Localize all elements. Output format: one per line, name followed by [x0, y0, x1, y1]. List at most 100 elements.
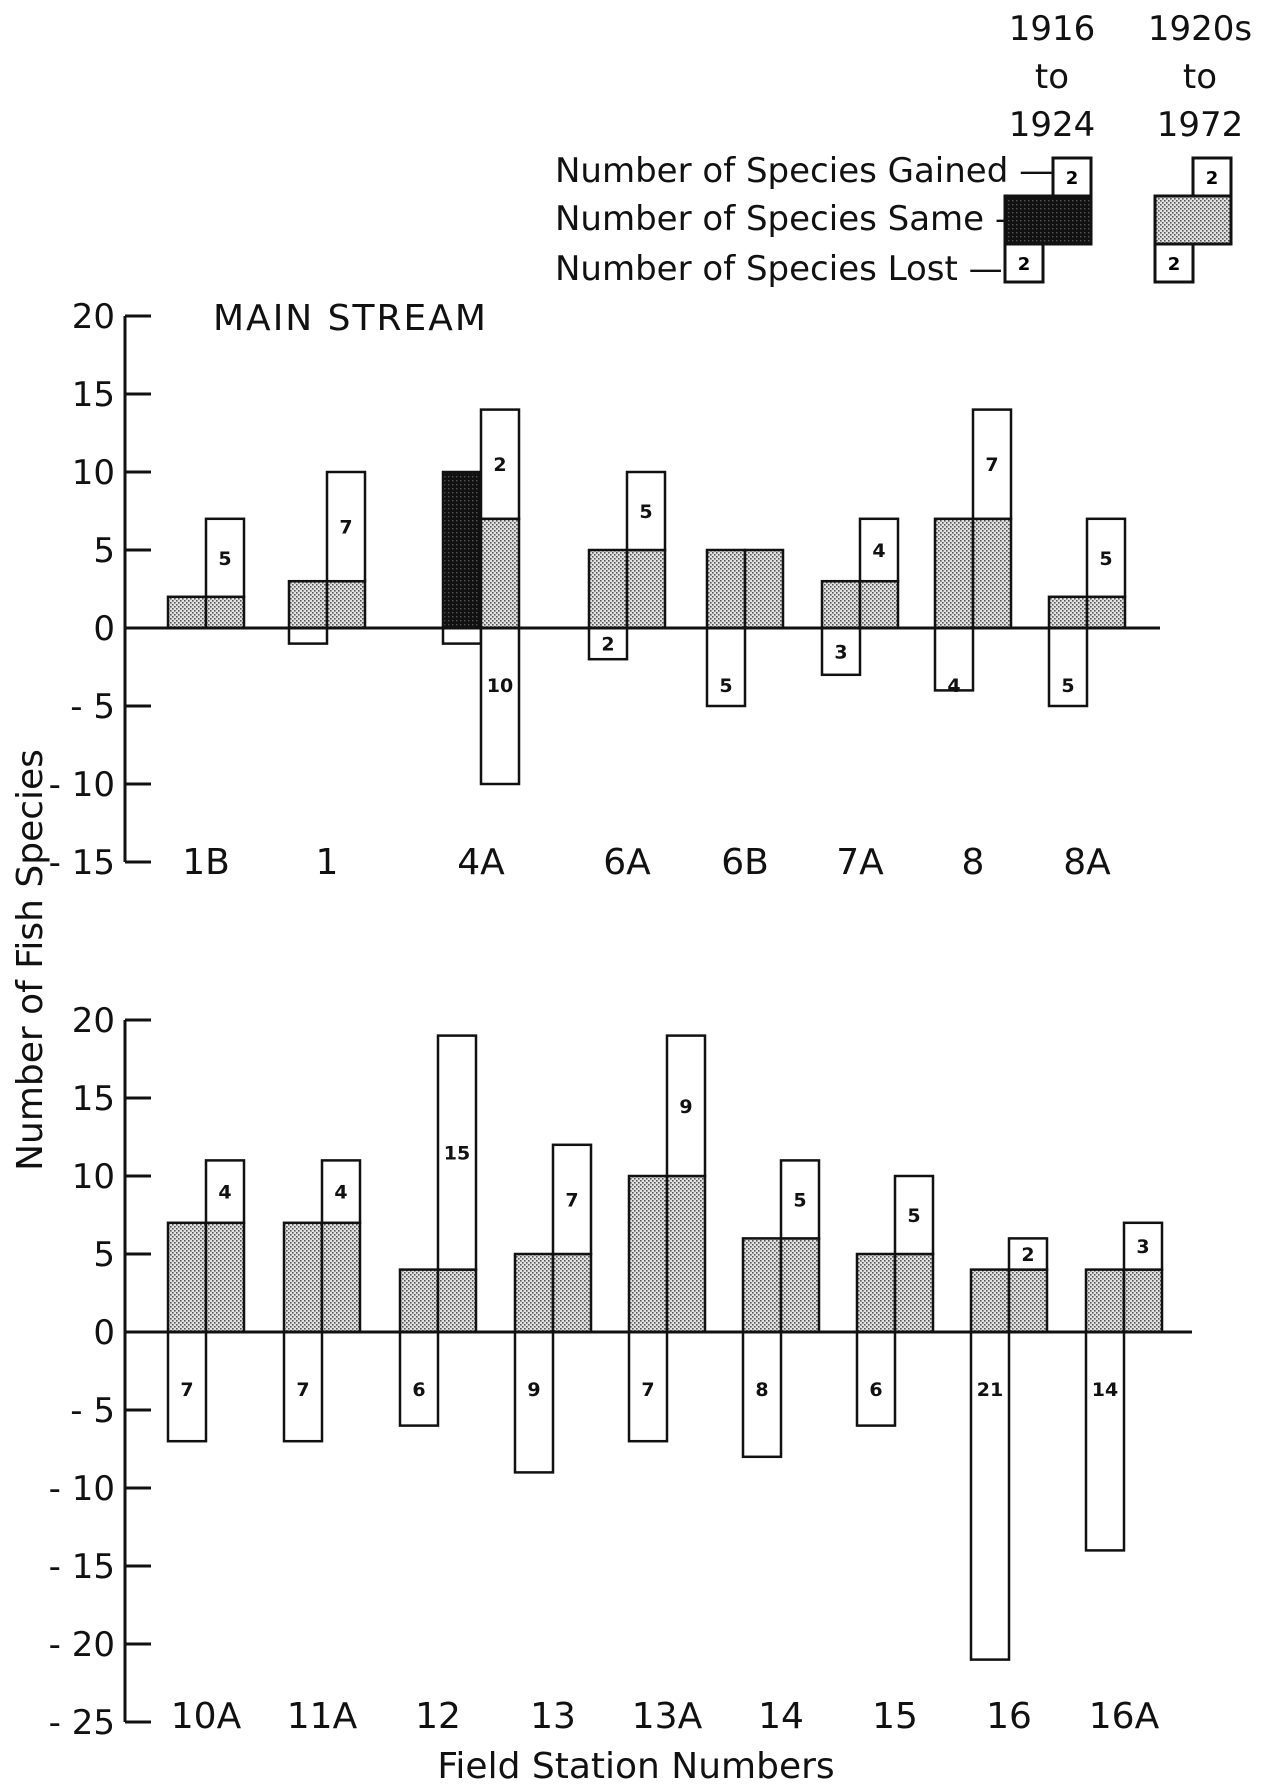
legend-label-lost: Number of Species Lost —: [555, 249, 1003, 289]
bar-lost: [287, 626, 329, 645]
x-tick-label: 8A: [1063, 842, 1111, 883]
bar-same: [969, 1268, 1011, 1334]
y-tick-label: 20: [72, 1001, 115, 1041]
x-tick-label: 6A: [603, 842, 651, 883]
legend-header-line: 1916: [1009, 9, 1096, 49]
bar-label-lost: 6: [412, 1379, 425, 1401]
bar-label-gained: 5: [218, 548, 231, 570]
bar-gained: [779, 1159, 821, 1240]
bar-same: [741, 1237, 783, 1334]
bar-same: [971, 517, 1013, 630]
bar-label-lost: 5: [719, 675, 732, 697]
bar-label-gained: 9: [679, 1096, 692, 1118]
bar-gained: [436, 1034, 478, 1271]
panel-title: MAIN STREAM: [213, 298, 488, 339]
legend-swatch-same-1920s: [1153, 194, 1233, 246]
bar-label-gained: 5: [1099, 548, 1112, 570]
bar-label-lost: 21: [977, 1379, 1003, 1401]
bar-label-lost: 8: [755, 1379, 768, 1401]
bar-same: [627, 1174, 669, 1334]
bar-gained: [971, 408, 1013, 521]
bar-same: [705, 548, 747, 630]
bar-same: [1085, 595, 1127, 630]
x-tick-label: 7A: [836, 842, 884, 883]
legend-swatch-lost-1920s: [1153, 242, 1195, 284]
bar-lost: [741, 1330, 783, 1459]
x-tick-label: 13A: [632, 1696, 703, 1737]
bar-lost: [166, 1330, 208, 1443]
bar-same: [479, 517, 521, 630]
y-tick-label: 15: [72, 375, 115, 415]
bar-label-gained: 2: [493, 454, 506, 476]
legend-swatch-lost-1916-value: 2: [1018, 254, 1031, 275]
bar-label-lost: 5: [1061, 675, 1074, 697]
bar-label-gained: 5: [907, 1205, 920, 1227]
bar-same: [513, 1252, 555, 1334]
bar-gained: [858, 517, 900, 583]
bar-same: [665, 1174, 707, 1334]
bar-label-lost: 14: [1092, 1379, 1118, 1401]
bar-lost: [479, 626, 521, 786]
bar-gained: [204, 517, 246, 599]
bar-same: [320, 1221, 362, 1334]
bar-same: [166, 595, 208, 630]
bar-label-lost: 2: [601, 634, 614, 656]
bar-label-lost: 7: [180, 1379, 193, 1401]
bar-same: [398, 1268, 440, 1334]
bar-same: [287, 579, 329, 630]
y-tick-label: - 20: [49, 1625, 115, 1665]
legend-header-line: 1920s: [1148, 9, 1252, 49]
bar-label-gained: 4: [334, 1182, 347, 1204]
y-tick-label: - 5: [70, 1391, 115, 1431]
x-axis-label: Field Station Numbers: [437, 1746, 834, 1787]
x-tick-label: 10A: [171, 1696, 242, 1737]
bar-same: [1122, 1268, 1164, 1334]
bar-label-gained: 7: [985, 454, 998, 476]
bar-same: [587, 548, 629, 630]
bar-lost: [1047, 626, 1089, 708]
legend: 1916 to 1924 1920s to 1972 Number of Spe…: [555, 9, 1252, 289]
bar-same: [933, 517, 975, 630]
x-tick-label: 6B: [721, 842, 769, 883]
bar-label-gained: 3: [1136, 1236, 1149, 1258]
bar-lost: [398, 1330, 440, 1427]
x-tick-label: 8: [962, 842, 985, 883]
y-axis-label: Number of Fish Species: [10, 749, 51, 1171]
bar-label-lost: 7: [641, 1379, 654, 1401]
panel-main-stream: 20 15 10 5 0 - 5 - 10 - 15 MAIN STREAM 5 1B 7 1 2 10 4A…: [49, 297, 1160, 883]
bar-gained: [325, 470, 367, 583]
bar-gained: [1122, 1221, 1164, 1271]
bar-lost: [627, 1330, 669, 1443]
bar-same: [625, 548, 667, 630]
bar-label-lost: 10: [487, 675, 513, 697]
bar-gained: [551, 1143, 593, 1256]
bar-same: [820, 579, 862, 630]
bar-label-lost: 9: [527, 1379, 540, 1401]
x-tick-label: 1B: [182, 842, 230, 883]
y-tick-label: 0: [93, 609, 115, 649]
bar-label-gained: 5: [793, 1189, 806, 1211]
y-tick-label: - 10: [49, 1469, 115, 1509]
bar-label-lost: 4: [947, 675, 960, 697]
bar-label-lost: 7: [296, 1379, 309, 1401]
bar-label-gained: 7: [339, 517, 352, 539]
bar-lost: [1084, 1330, 1126, 1552]
bar-same: [166, 1221, 208, 1334]
bar-gained: [204, 1159, 246, 1225]
legend-label-gained: Number of Species Gained —: [555, 151, 1053, 191]
bar-same: [1084, 1268, 1126, 1334]
legend-label-same: Number of Species Same —: [555, 199, 1029, 239]
legend-header-1916-1924: 1916 to 1924: [1009, 9, 1096, 145]
x-tick-label: 16A: [1089, 1696, 1160, 1737]
bar-label-lost: 6: [869, 1379, 882, 1401]
y-tick-label: 5: [93, 1235, 115, 1275]
x-tick-label: 16: [986, 1696, 1032, 1737]
bar-same: [204, 1221, 246, 1334]
bar-same: [893, 1252, 935, 1334]
bar-gained: [665, 1034, 707, 1178]
bar-gained: [625, 470, 667, 552]
bar-same: [551, 1252, 593, 1334]
legend-swatch-same-1916: [1003, 194, 1093, 246]
bar-label-lost: 3: [834, 641, 847, 663]
